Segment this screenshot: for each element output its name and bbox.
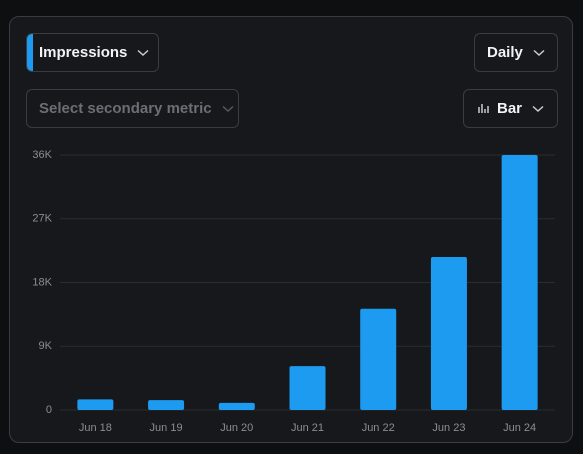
chevron: [222, 105, 234, 112]
chart-style-dropdown[interactable]: Bar: [463, 89, 558, 128]
x-tick-label: Jun 21: [291, 422, 324, 434]
y-tick-label: 36K: [32, 149, 52, 161]
accent: [27, 34, 33, 71]
bar: [430, 257, 467, 410]
chevron: [137, 49, 149, 56]
period-label: Daily: [487, 44, 523, 61]
bar: [360, 308, 397, 410]
y-tick-label: 18K: [32, 276, 52, 288]
x-tick-label: Jun 22: [362, 422, 395, 434]
y-tick-label: 27K: [32, 213, 52, 225]
secondary-dropdown[interactable]: Select secondary metric: [26, 89, 239, 128]
x-tick-label: Jun 18: [79, 422, 112, 434]
y-tick-label: 9K: [39, 340, 53, 352]
chevron: [532, 105, 544, 112]
y-tick-label: 0: [46, 404, 52, 416]
bar: [77, 399, 114, 410]
x-tick-label: Jun 24: [503, 422, 536, 434]
x-tick-label: Jun 19: [150, 422, 183, 434]
bar: [218, 402, 255, 410]
period-dropdown[interactable]: Daily: [474, 33, 558, 72]
chevron: [533, 49, 545, 56]
bar: [289, 366, 326, 410]
chart-style-label: Bar: [497, 100, 523, 117]
bar: [148, 400, 185, 410]
bar: [501, 155, 538, 410]
x-tick-label: Jun 20: [220, 422, 253, 434]
x-tick-label: Jun 23: [432, 422, 465, 434]
secondary-placeholder: Select secondary metric: [39, 100, 212, 117]
bar-icon: [478, 104, 489, 113]
metric-label: Impressions: [39, 44, 128, 61]
metric-dropdown[interactable]: Impressions: [26, 33, 159, 72]
